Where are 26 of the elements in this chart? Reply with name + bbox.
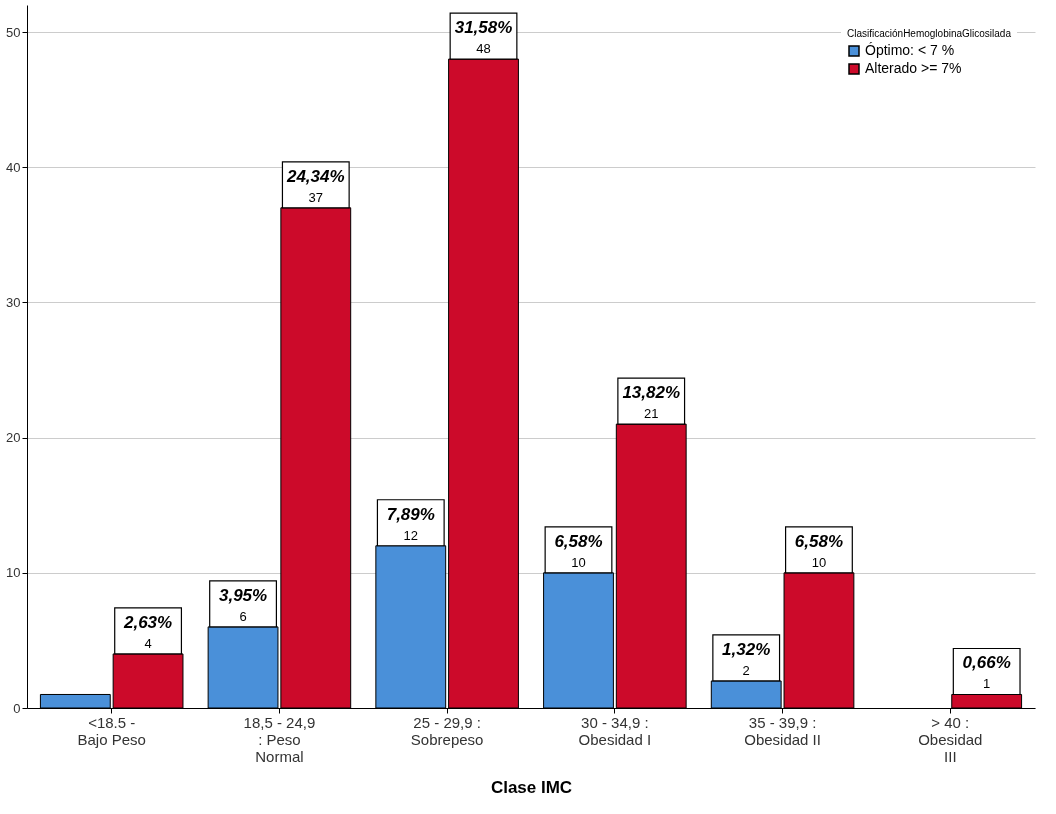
text: 13,82% 21 xyxy=(622,383,681,422)
x-tick-label: 35 - 39,9 : Obesidad II xyxy=(744,713,821,748)
y-tick-label: 0 xyxy=(13,700,21,716)
y-tick-label: 10 xyxy=(6,565,21,581)
text: 6,58% 10 xyxy=(794,531,844,570)
text: 7,89% 12 xyxy=(386,504,435,543)
x-tick-label: > 40 : Obesidad III xyxy=(918,713,983,765)
y-tick-label: 20 xyxy=(6,430,21,446)
y-tick-label: 50 xyxy=(6,24,21,40)
text: 0,66% 1 xyxy=(962,653,1011,692)
legend-label: Alterado >= 7% xyxy=(865,60,962,76)
text: 3,95% 6 xyxy=(218,585,268,624)
x-tick-label: 25 - 29,9 : Sobrepeso xyxy=(410,713,484,748)
x-tick-label: 30 - 34,9 : Obesidad I xyxy=(578,713,652,748)
text: 2,63% 4 xyxy=(123,612,173,651)
y-tick-label: 40 xyxy=(6,159,21,175)
text: 6,58% 10 xyxy=(554,531,603,570)
text: 24,34% 37 xyxy=(286,166,345,205)
x-tick-label: <18.5 - Bajo Peso xyxy=(77,713,146,748)
x-tick-label: 18,5 - 24,9 : Peso Normal xyxy=(243,713,316,765)
legend-title: ClasificaciónHemoglobinaGlicosilada xyxy=(847,28,1012,39)
text: 1,32% 2 xyxy=(722,639,771,678)
y-tick-label: 30 xyxy=(6,294,21,310)
x-axis-title: Clase IMC xyxy=(490,777,573,797)
text: 31,58% 48 xyxy=(454,18,513,57)
legend-label: Óptimo: < 7 % xyxy=(865,42,955,58)
